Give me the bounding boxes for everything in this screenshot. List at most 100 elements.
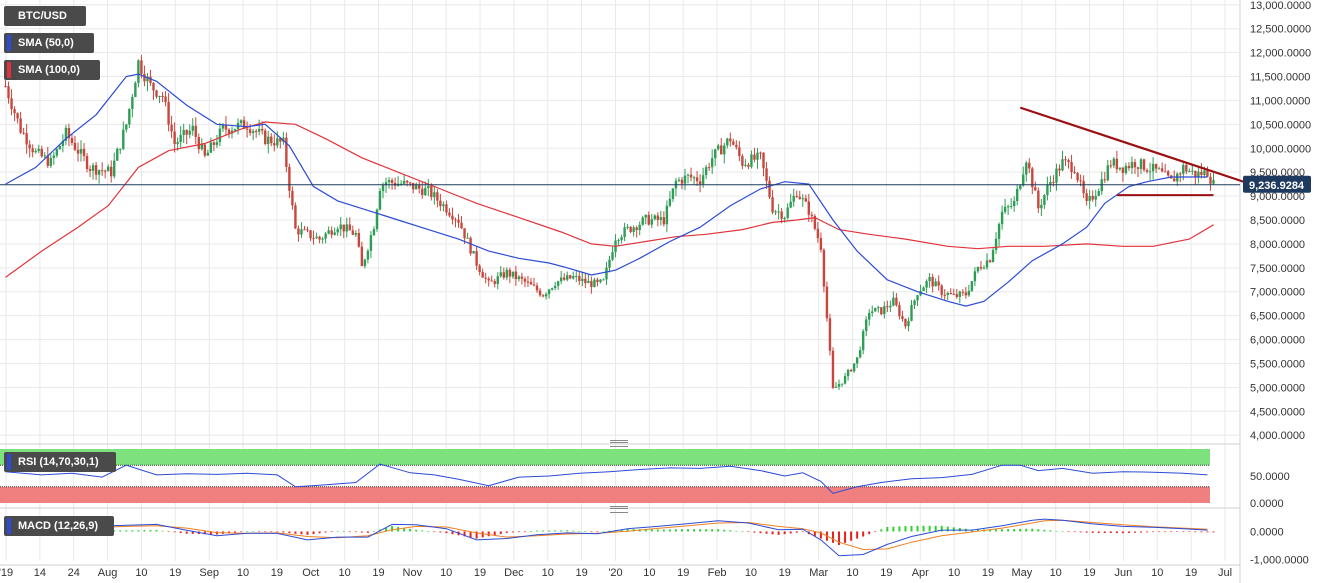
macd-histogram-bar (989, 529, 992, 532)
candle-body (197, 137, 200, 150)
candle-body (756, 152, 759, 160)
candle-body (357, 232, 361, 247)
candle-body (952, 293, 955, 295)
candle-body (490, 280, 493, 282)
candle-body (49, 157, 53, 166)
candle-body (553, 285, 557, 289)
time-tick-label: 10 (846, 567, 858, 579)
candle-body (1212, 179, 1215, 184)
macd-histogram-bar (1073, 531, 1076, 533)
candle-body (13, 109, 16, 114)
candle-body (1091, 195, 1094, 200)
time-tick-label: Jun (1115, 567, 1133, 579)
macd-histogram-bar (234, 531, 237, 533)
candle-body (569, 275, 572, 279)
candle-body (421, 188, 424, 196)
macd-histogram-bar (753, 531, 756, 533)
macd-histogram-bar (880, 529, 883, 532)
descending-trendline[interactable] (1019, 106, 1245, 183)
candle-body (1106, 165, 1109, 181)
price-tick-label: 11,500.0000 (1250, 72, 1310, 84)
price-tick-label: 4,000.0000 (1250, 430, 1305, 442)
candle-body (110, 166, 113, 177)
macd-histogram-bar (227, 531, 230, 534)
macd-histogram-bar (258, 531, 261, 533)
macd-tick-label: 0.0000 (1250, 526, 1284, 538)
symbol-legend[interactable]: BTC/USD (4, 6, 86, 26)
time-tick-label: 10 (948, 567, 960, 579)
macd-histogram-bar (1013, 528, 1016, 532)
candle-body (1094, 195, 1097, 200)
candle-body (765, 168, 768, 181)
price-tick-label: 8,500.0000 (1250, 215, 1305, 227)
candle-body (279, 138, 282, 142)
resize-handle-rsi[interactable] (610, 440, 628, 447)
candle-body (442, 204, 445, 207)
macd-histogram-bar (759, 531, 762, 534)
candle-body (1097, 191, 1100, 196)
candle-body (140, 60, 143, 74)
macd-histogram-bar (729, 530, 732, 532)
macd-histogram-bar (511, 531, 514, 533)
time-tick-label: Aug (98, 567, 118, 579)
macd-histogram-bar (203, 531, 206, 535)
macd-histogram-bar (680, 529, 683, 532)
time-tick-label: Apr (912, 567, 929, 579)
macd-histogram-bar (324, 531, 327, 533)
candle-body (1006, 206, 1010, 208)
candle-body (339, 224, 342, 230)
candle-body (1049, 181, 1052, 186)
candle-body (116, 148, 119, 161)
candle-body (125, 124, 128, 130)
time-tick-label: 10 (542, 567, 554, 579)
rsi-legend[interactable]: RSI (14,70,30,1) (4, 452, 116, 472)
macd-histogram-bar (155, 530, 158, 532)
candle-body (677, 179, 681, 181)
macd-histogram-bar (342, 531, 345, 532)
candle-body (653, 215, 656, 220)
candle-body (886, 306, 889, 308)
macd-histogram-bar (1133, 531, 1136, 533)
candle-body (831, 350, 835, 388)
macd-histogram-bar (940, 525, 943, 532)
macd-histogram-bar (1067, 531, 1070, 533)
macd-histogram-bar (1152, 531, 1155, 533)
candle-body (469, 237, 472, 254)
candle-body (949, 292, 952, 294)
candle-body (587, 280, 590, 284)
candle-body (1025, 162, 1028, 175)
candle-body (354, 232, 358, 235)
candle-body (103, 170, 107, 172)
candle-body (735, 144, 738, 148)
candle-body (1191, 170, 1194, 172)
resize-handle-macd[interactable] (610, 506, 628, 513)
candle-body (680, 179, 684, 184)
macd-histogram-bar (1212, 531, 1215, 533)
candle-body (366, 250, 370, 260)
macd-histogram-bar (566, 530, 569, 532)
macd-histogram-bar (149, 530, 152, 532)
macd-histogram-bar (542, 530, 545, 532)
time-tick-label: 24 (68, 567, 80, 579)
candle-body (321, 238, 324, 240)
candle-body (451, 215, 454, 220)
candle-body (424, 188, 427, 196)
macd-histogram-bar (300, 531, 303, 535)
candle-body (704, 167, 708, 176)
macd-histogram-bar (560, 530, 563, 532)
candle-body (7, 86, 10, 99)
sma-100-legend[interactable]: SMA (100,0) (4, 60, 100, 80)
macd-legend[interactable]: MACD (12,26,9) (4, 516, 114, 536)
candle-body (593, 279, 596, 288)
macd-histogram-bar (874, 531, 877, 533)
candle-body (1070, 162, 1073, 173)
candle-body (795, 195, 798, 197)
candle-body (173, 131, 176, 145)
sma-50-legend[interactable]: SMA (50,0) (4, 33, 94, 53)
candle-body (19, 118, 22, 133)
rsi-label: RSI (14,70,30,1) (18, 456, 99, 468)
price-tick-label: 7,000.0000 (1250, 287, 1305, 299)
macd-histogram-bar (366, 531, 369, 533)
candle-body (294, 205, 297, 229)
